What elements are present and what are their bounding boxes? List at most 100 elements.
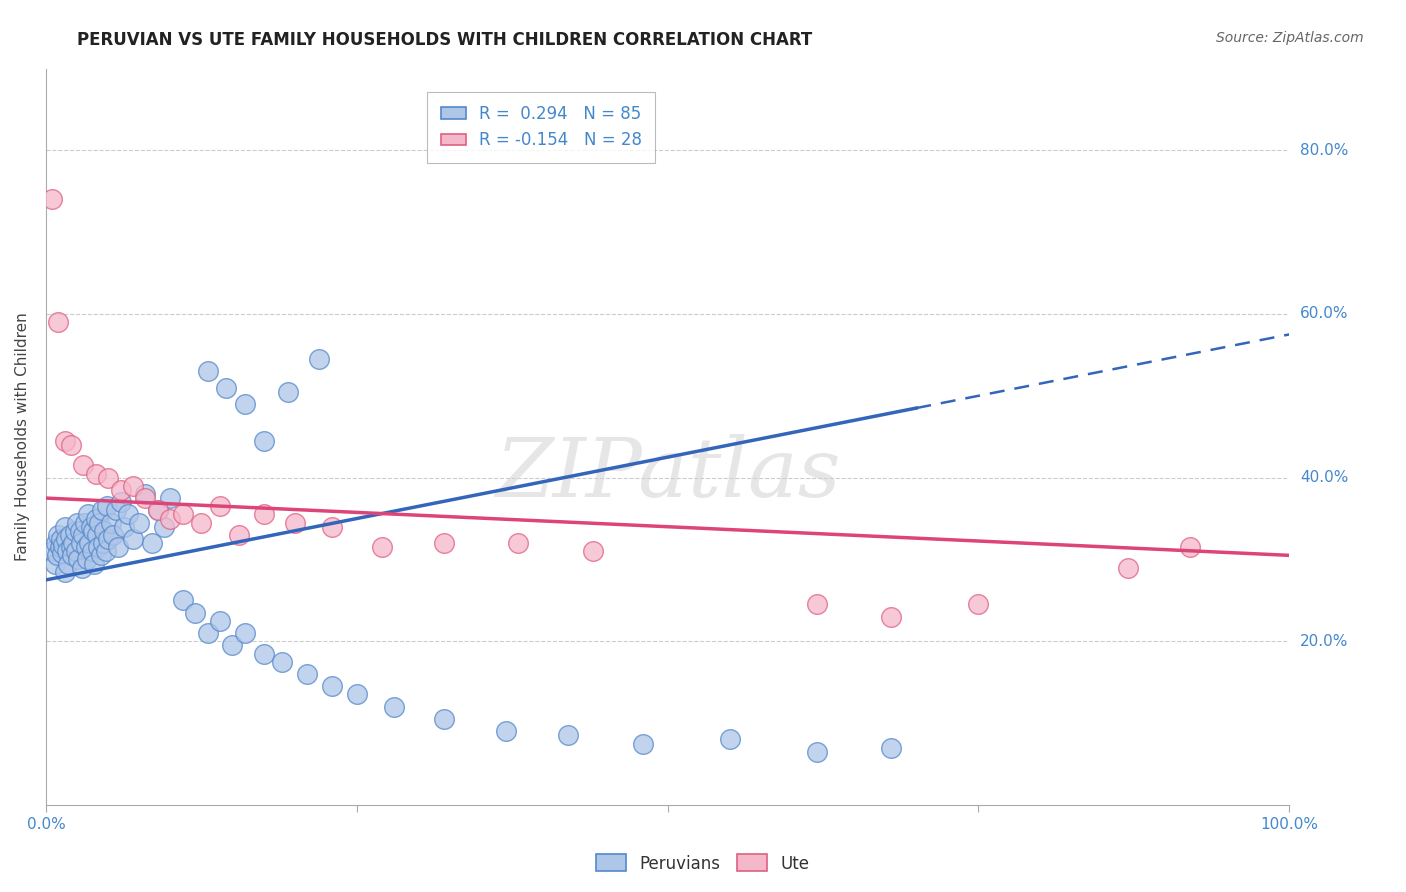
Point — [233, 397, 256, 411]
Point — [141, 536, 163, 550]
Text: 20.0%: 20.0% — [1301, 633, 1348, 648]
Point — [51, 546, 73, 560]
Point — [90, 503, 112, 517]
Point — [134, 487, 156, 501]
Point — [252, 647, 274, 661]
Text: 60.0%: 60.0% — [1301, 307, 1348, 321]
Point — [94, 544, 117, 558]
Point — [84, 467, 107, 481]
Point — [63, 524, 86, 538]
Text: PERUVIAN VS UTE FAMILY HOUSEHOLDS WITH CHILDREN CORRELATION CHART: PERUVIAN VS UTE FAMILY HOUSEHOLDS WITH C… — [77, 31, 813, 49]
Point — [73, 516, 96, 530]
Point — [79, 536, 101, 550]
Point — [197, 626, 219, 640]
Point — [208, 500, 231, 514]
Point — [48, 528, 70, 542]
Point — [59, 438, 82, 452]
Point — [86, 528, 108, 542]
Point — [41, 544, 63, 558]
Point — [271, 655, 294, 669]
Text: Source: ZipAtlas.com: Source: ZipAtlas.com — [1216, 31, 1364, 45]
Point — [58, 528, 80, 542]
Point — [122, 479, 145, 493]
Point — [80, 519, 103, 533]
Point — [967, 598, 990, 612]
Point — [284, 516, 307, 530]
Point — [346, 688, 368, 702]
Point — [72, 458, 94, 473]
Point — [72, 528, 94, 542]
Legend: Peruvians, Ute: Peruvians, Ute — [589, 847, 817, 880]
Point — [1178, 540, 1201, 554]
Point — [110, 483, 132, 497]
Point — [107, 540, 129, 554]
Point — [122, 532, 145, 546]
Point — [508, 536, 530, 550]
Point — [806, 745, 828, 759]
Point — [1116, 560, 1139, 574]
Point — [101, 528, 124, 542]
Point — [52, 538, 75, 552]
Point — [67, 552, 90, 566]
Point — [110, 495, 132, 509]
Point — [433, 536, 456, 550]
Point — [83, 557, 105, 571]
Point — [172, 593, 194, 607]
Point — [46, 549, 69, 563]
Point — [75, 540, 97, 554]
Point — [718, 732, 741, 747]
Point — [370, 540, 392, 554]
Point — [159, 491, 181, 505]
Point — [190, 516, 212, 530]
Point — [146, 503, 169, 517]
Point — [41, 193, 63, 207]
Point — [495, 724, 517, 739]
Point — [80, 544, 103, 558]
Point — [91, 536, 114, 550]
Point — [557, 728, 579, 742]
Point — [66, 516, 89, 530]
Point — [321, 519, 343, 533]
Point — [65, 544, 87, 558]
Point — [45, 536, 67, 550]
Point — [56, 544, 79, 558]
Point — [184, 606, 207, 620]
Y-axis label: Family Households with Children: Family Households with Children — [15, 312, 30, 561]
Text: ZIPatlas: ZIPatlas — [495, 434, 841, 514]
Point — [233, 626, 256, 640]
Point — [806, 598, 828, 612]
Point — [215, 381, 238, 395]
Point — [53, 519, 76, 533]
Point — [153, 519, 176, 533]
Point — [582, 544, 605, 558]
Point — [89, 516, 111, 530]
Point — [96, 500, 118, 514]
Point — [69, 536, 91, 550]
Point — [70, 560, 93, 574]
Point — [53, 565, 76, 579]
Point — [62, 536, 84, 550]
Point — [93, 524, 115, 538]
Point — [308, 351, 330, 366]
Point — [87, 540, 110, 554]
Point — [84, 511, 107, 525]
Point — [277, 384, 299, 399]
Point — [55, 532, 77, 546]
Point — [100, 516, 122, 530]
Text: 80.0%: 80.0% — [1301, 143, 1348, 158]
Point — [76, 552, 98, 566]
Point — [252, 434, 274, 448]
Point — [60, 549, 83, 563]
Point — [58, 557, 80, 571]
Point — [134, 491, 156, 505]
Point — [97, 532, 120, 546]
Point — [117, 508, 139, 522]
Point — [221, 638, 243, 652]
Point — [48, 540, 70, 554]
Point — [77, 508, 100, 522]
Point — [48, 315, 70, 329]
Point — [382, 699, 405, 714]
Point — [128, 516, 150, 530]
Point — [112, 519, 135, 533]
Legend: R =  0.294   N = 85, R = -0.154   N = 28: R = 0.294 N = 85, R = -0.154 N = 28 — [427, 92, 655, 162]
